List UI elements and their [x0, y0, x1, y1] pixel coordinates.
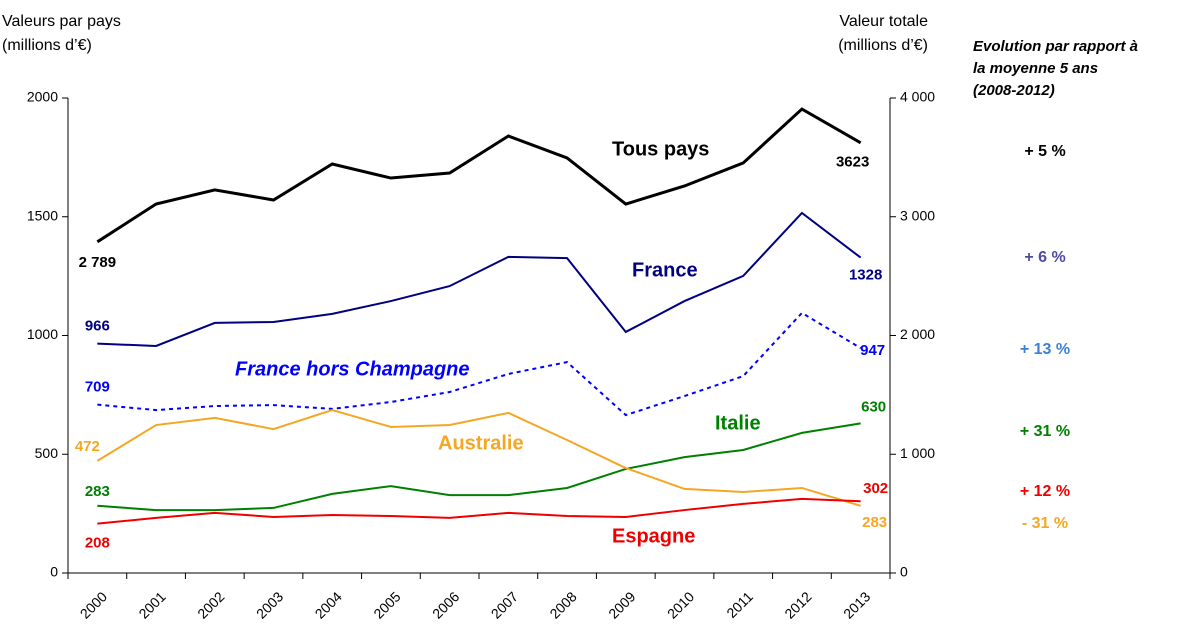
x-tick-label: 2006 [429, 588, 462, 621]
y2-tick-label: 2 000 [900, 326, 935, 342]
x-tick-label: 2001 [135, 588, 168, 621]
evolution-value: + 5 % [1024, 143, 1065, 160]
line-1 [97, 211, 862, 347]
data-label: 947 [860, 342, 885, 359]
data-label: 966 [85, 318, 110, 335]
line-0 [96, 107, 862, 244]
data-label: 1328 [849, 267, 882, 284]
evolution-value: + 6 % [1024, 249, 1065, 266]
evolution-title: (2008-2012) [973, 82, 1055, 99]
x-tick-label: 2012 [781, 588, 814, 621]
evolution-value: + 13 % [1020, 341, 1070, 358]
x-tick-label: 2013 [840, 588, 873, 621]
data-label: 709 [85, 379, 110, 396]
series-name: Italie [715, 412, 761, 434]
line-5 [97, 497, 861, 525]
y-axis-title: (millions d’€) [2, 37, 92, 54]
x-tick-label: 2009 [605, 588, 638, 621]
evolution-value: - 31 % [1022, 515, 1068, 532]
y2-axis-title: Valeur totale [839, 13, 928, 30]
x-tick-label: 2011 [723, 588, 756, 621]
data-label: 472 [75, 438, 100, 455]
x-tick-label: 2003 [253, 588, 286, 621]
series-name: Espagne [612, 525, 695, 547]
y-tick-label: 0 [50, 564, 58, 580]
x-tick-label: 2005 [370, 588, 403, 621]
y2-tick-label: 4 000 [900, 89, 935, 105]
data-label: 3623 [836, 154, 869, 171]
x-tick-label: 2000 [77, 588, 110, 621]
y-tick-label: 500 [35, 445, 59, 461]
evolution-title: Evolution par rapport à [973, 38, 1138, 55]
x-tick-label: 2002 [194, 588, 227, 621]
data-label: 2 789 [79, 254, 117, 271]
series-name: Tous pays [612, 138, 709, 160]
data-label: 208 [85, 535, 110, 552]
data-label: 302 [863, 480, 888, 497]
x-tick-label: 2004 [312, 588, 345, 621]
data-label: 283 [862, 514, 887, 531]
series-name: France [632, 259, 698, 281]
x-tick-label: 2007 [488, 588, 521, 621]
y2-axis-title: (millions d’€) [838, 37, 928, 54]
x-tick-label: 2008 [546, 588, 579, 621]
y-tick-label: 1500 [27, 207, 58, 223]
series-name: France hors Champagne [235, 358, 470, 380]
x-tick-label: 2010 [664, 588, 697, 621]
y-tick-label: 2000 [27, 89, 58, 105]
evolution-value: + 12 % [1020, 483, 1070, 500]
y-axis-title: Valeurs par pays [2, 13, 121, 30]
y-tick-label: 1000 [27, 326, 58, 342]
data-label: 630 [861, 398, 886, 415]
y2-tick-label: 0 [900, 564, 908, 580]
data-label: 283 [85, 483, 110, 500]
line-3 [97, 422, 861, 512]
evolution-value: + 31 % [1020, 423, 1070, 440]
y2-tick-label: 3 000 [900, 207, 935, 223]
line-4 [96, 409, 861, 507]
evolution-title: la moyenne 5 ans [973, 60, 1098, 77]
y2-tick-label: 1 000 [900, 445, 935, 461]
series-name: Australie [438, 432, 524, 454]
line-2 [97, 311, 862, 417]
